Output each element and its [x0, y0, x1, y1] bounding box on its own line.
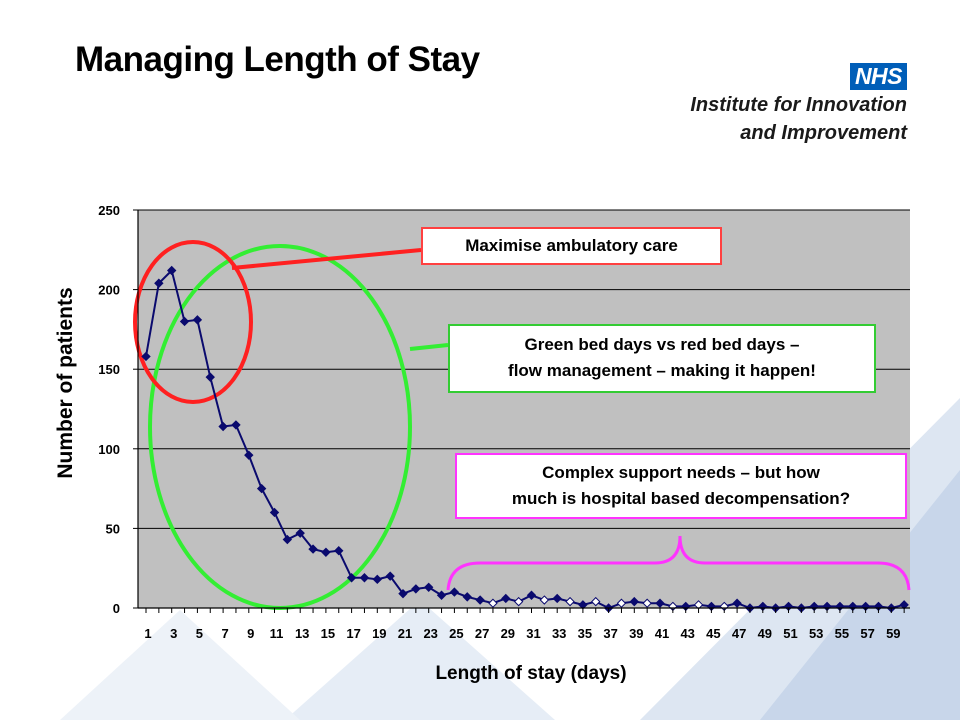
y-tick-label: 200: [98, 283, 120, 298]
data-point: [449, 587, 460, 597]
x-tick-label: 39: [629, 626, 643, 641]
data-point: [475, 595, 485, 605]
x-tick-label: 51: [783, 626, 797, 641]
x-tick-label: 41: [655, 626, 669, 641]
data-point: [231, 420, 241, 430]
data-point: [552, 593, 562, 604]
x-axis-label: Length of stay (days): [435, 663, 626, 684]
x-tick-label: 21: [398, 626, 412, 641]
x-tick-label: 11: [270, 626, 284, 641]
data-point: [411, 584, 421, 594]
callout-text-line-2: flow management – making it happen!: [508, 361, 816, 380]
x-tick-label: 49: [758, 626, 772, 641]
data-point: [295, 528, 305, 538]
x-tick-label: 53: [809, 626, 823, 641]
data-point: [256, 483, 267, 494]
y-tick-label: 50: [106, 521, 120, 536]
red-ellipse-annotation: [133, 240, 253, 404]
data-point: [359, 573, 370, 583]
y-axis-label: Number of patients: [54, 287, 77, 478]
x-tick-label: 15: [321, 626, 335, 641]
data-point: [655, 598, 665, 608]
x-tick-label: 9: [247, 626, 254, 641]
data-point: [616, 598, 627, 608]
x-tick-label: 35: [578, 626, 592, 641]
x-tick-label: 1: [144, 626, 151, 641]
data-point: [321, 547, 331, 557]
x-tick-label: 57: [860, 626, 874, 641]
org-name-line-1: Institute for Innovation: [690, 94, 907, 116]
x-tick-label: 3: [170, 626, 177, 641]
callout-complex-support-needs: Complex support needs – but how much is …: [455, 453, 907, 519]
x-tick-label: 59: [886, 626, 900, 641]
data-point: [179, 316, 190, 327]
y-tick-label: 250: [98, 203, 120, 218]
x-tick-label: 19: [372, 626, 386, 641]
data-point: [385, 571, 395, 581]
data-point: [334, 545, 344, 556]
slide-title: Managing Length of Stay: [75, 40, 480, 79]
data-point: [513, 596, 524, 607]
x-tick-label: 47: [732, 626, 746, 641]
data-point: [244, 450, 254, 460]
red-connector: [231, 248, 422, 270]
x-tick-label: 33: [552, 626, 566, 641]
x-tick-label: 55: [835, 626, 849, 641]
data-point: [462, 592, 472, 602]
green-connector: [409, 343, 449, 351]
x-tick-label: 7: [221, 626, 228, 641]
data-point: [488, 598, 498, 608]
data-point: [154, 278, 164, 288]
x-tick-label: 5: [196, 626, 203, 641]
callout-text-line-2: much is hospital based decompensation?: [511, 489, 851, 508]
plot-area: [138, 210, 910, 608]
x-tick-label: 43: [680, 626, 694, 641]
org-name-line-2: and Improvement: [740, 122, 907, 144]
x-tick-label: 27: [475, 626, 489, 641]
data-point: [192, 315, 203, 325]
x-tick-label: 23: [423, 626, 437, 641]
y-tick-label: 0: [113, 601, 120, 616]
data-point: [423, 582, 434, 593]
callout-green-red-bed-days: Green bed days vs red bed days – flow ma…: [448, 324, 876, 393]
x-tick-label: 31: [526, 626, 540, 641]
x-tick-label: 29: [501, 626, 515, 641]
data-point: [642, 598, 652, 608]
callout-text-line-1: Green bed days vs red bed days –: [524, 335, 800, 354]
data-point: [501, 593, 511, 604]
data-point: [205, 372, 215, 382]
callout-text: Maximise ambulatory care: [465, 236, 678, 255]
x-tick-label: 25: [449, 626, 463, 641]
data-point: [398, 588, 408, 599]
x-tick-label: 13: [295, 626, 309, 641]
data-point: [282, 534, 293, 545]
x-tick-label: 17: [346, 626, 360, 641]
data-point: [372, 574, 383, 585]
magenta-brace-annotation: [446, 535, 911, 591]
data-point: [591, 596, 601, 607]
data-point: [565, 596, 575, 607]
callout-maximise-ambulatory-care: Maximise ambulatory care: [421, 227, 722, 265]
nhs-logo: NHS: [849, 63, 907, 90]
callout-text-line-1: Complex support needs – but how: [542, 463, 820, 482]
y-tick-label: 150: [98, 362, 120, 377]
y-tick-label: 100: [98, 442, 120, 457]
data-point: [269, 507, 280, 518]
data-point: [346, 573, 357, 583]
data-point: [141, 351, 151, 362]
x-tick-label: 37: [603, 626, 617, 641]
data-point: [308, 544, 318, 554]
data-point: [218, 421, 228, 432]
data-point: [166, 265, 177, 276]
data-point: [629, 596, 640, 607]
data-point: [526, 590, 537, 600]
data-point: [436, 590, 447, 600]
data-point: [732, 598, 742, 608]
x-tick-label: 45: [706, 626, 720, 641]
data-point: [539, 595, 550, 605]
